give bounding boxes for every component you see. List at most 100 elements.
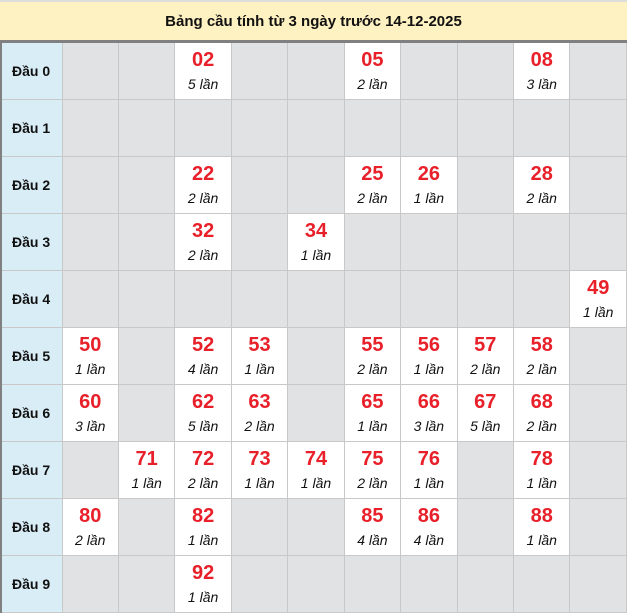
- empty-cell: [61, 270, 119, 328]
- row-label: Đầu 3: [0, 213, 63, 271]
- occurrence-count: 2 lần: [526, 361, 557, 377]
- empty-cell: [456, 156, 515, 214]
- occurrence-count: 2 lần: [470, 361, 501, 377]
- empty-cell: [512, 99, 571, 157]
- lottery-number: 73: [248, 448, 271, 470]
- number-cell: 85 4 lần: [343, 498, 402, 556]
- occurrence-count: 1 lần: [413, 475, 445, 491]
- number-cell: 66 3 lần: [400, 384, 458, 442]
- occurrence-count: 1 lần: [300, 247, 332, 263]
- lottery-number: 32: [191, 220, 215, 242]
- lottery-number: 68: [530, 391, 553, 413]
- lottery-number: 56: [417, 334, 440, 356]
- empty-cell: [512, 270, 571, 328]
- empty-cell: [287, 555, 345, 613]
- empty-cell: [456, 270, 515, 328]
- empty-cell: [230, 498, 289, 556]
- lottery-number: 71: [135, 448, 158, 470]
- table-row: Đầu 7 71 1 lần 72 2 lần 73 1 lần 74 1 lần 75 2 lần…: [0, 441, 627, 499]
- lottery-number: 05: [361, 49, 384, 71]
- lottery-number: 53: [248, 334, 271, 356]
- number-cell: 63 2 lần: [230, 384, 289, 442]
- occurrence-count: 2 lần: [357, 190, 388, 206]
- occurrence-count: 1 lần: [583, 304, 614, 320]
- lottery-number: 80: [79, 505, 102, 527]
- empty-cell: [117, 41, 176, 100]
- occurrence-count: 5 lần: [187, 76, 219, 92]
- occurrence-count: 2 lần: [187, 190, 219, 206]
- number-cell: 08 3 lần: [512, 41, 571, 100]
- occurrence-count: 1 lần: [244, 475, 275, 491]
- row-label: Đầu 5: [0, 327, 63, 385]
- row-label: Đầu 0: [0, 41, 63, 100]
- empty-cell: [400, 213, 458, 271]
- occurrence-count: 2 lần: [244, 418, 275, 434]
- occurrence-count: 4 lần: [187, 361, 219, 377]
- empty-cell: [343, 213, 402, 271]
- empty-cell: [287, 384, 345, 442]
- row-label: Đầu 1: [0, 99, 63, 157]
- occurrence-count: 1 lần: [413, 361, 445, 377]
- empty-cell: [230, 270, 289, 328]
- empty-cell: [569, 555, 627, 613]
- lottery-number: 49: [587, 277, 610, 299]
- occurrence-count: 4 lần: [357, 532, 388, 548]
- occurrence-count: 1 lần: [526, 532, 557, 548]
- occurrence-count: 2 lần: [357, 361, 388, 377]
- table-row: Đầu 6 60 3 lần 62 5 lần 63 2 lần 65 1 lần 66 3 lần…: [0, 384, 627, 442]
- empty-cell: [400, 99, 458, 157]
- number-cell: 34 1 lần: [287, 213, 345, 271]
- number-cell: 67 5 lần: [456, 384, 515, 442]
- empty-cell: [343, 555, 402, 613]
- lottery-number: 92: [191, 562, 215, 584]
- empty-cell: [569, 498, 627, 556]
- lottery-number: 55: [361, 334, 384, 356]
- table-row: Đầu 3 32 2 lần 34 1 lần: [0, 213, 627, 271]
- empty-cell: [456, 41, 515, 100]
- occurrence-count: 2 lần: [526, 418, 557, 434]
- empty-cell: [61, 41, 119, 100]
- empty-cell: [569, 441, 627, 499]
- empty-cell: [117, 384, 176, 442]
- number-cell: 32 2 lần: [174, 213, 232, 271]
- lottery-number: 67: [474, 391, 497, 413]
- row-label: Đầu 4: [0, 270, 63, 328]
- empty-cell: [569, 156, 627, 214]
- empty-cell: [230, 213, 289, 271]
- table-row: Đầu 1: [0, 99, 627, 157]
- number-cell: 82 1 lần: [174, 498, 232, 556]
- occurrence-count: 2 lần: [357, 76, 388, 92]
- number-cell: 62 5 lần: [174, 384, 232, 442]
- empty-cell: [117, 327, 176, 385]
- occurrence-count: 4 lần: [413, 532, 445, 548]
- empty-cell: [230, 156, 289, 214]
- lottery-number: 76: [417, 448, 440, 470]
- lottery-number: 72: [191, 448, 215, 470]
- number-cell: 86 4 lần: [400, 498, 458, 556]
- lottery-number: 58: [530, 334, 553, 356]
- number-cell: 58 2 lần: [512, 327, 571, 385]
- occurrence-count: 2 lần: [526, 190, 557, 206]
- number-cell: 55 2 lần: [343, 327, 402, 385]
- empty-cell: [456, 498, 515, 556]
- empty-cell: [230, 41, 289, 100]
- occurrence-count: 2 lần: [75, 532, 106, 548]
- number-cell: 49 1 lần: [569, 270, 627, 328]
- occurrence-count: 2 lần: [187, 247, 219, 263]
- empty-cell: [400, 270, 458, 328]
- empty-cell: [400, 41, 458, 100]
- occurrence-count: 3 lần: [75, 418, 106, 434]
- empty-cell: [343, 270, 402, 328]
- lottery-number: 28: [530, 163, 553, 185]
- empty-cell: [230, 99, 289, 157]
- occurrence-count: 1 lần: [357, 418, 388, 434]
- empty-cell: [287, 270, 345, 328]
- occurrence-count: 1 lần: [75, 361, 106, 377]
- empty-cell: [61, 441, 119, 499]
- occurrence-count: 5 lần: [187, 418, 219, 434]
- number-cell: 52 4 lần: [174, 327, 232, 385]
- empty-cell: [456, 555, 515, 613]
- empty-cell: [287, 156, 345, 214]
- lottery-number: 57: [474, 334, 497, 356]
- frequency-table: Đầu 0 02 5 lần 05 2 lần 08 3 lần Đầu 1 Đầu 2 22 2 …: [0, 40, 627, 613]
